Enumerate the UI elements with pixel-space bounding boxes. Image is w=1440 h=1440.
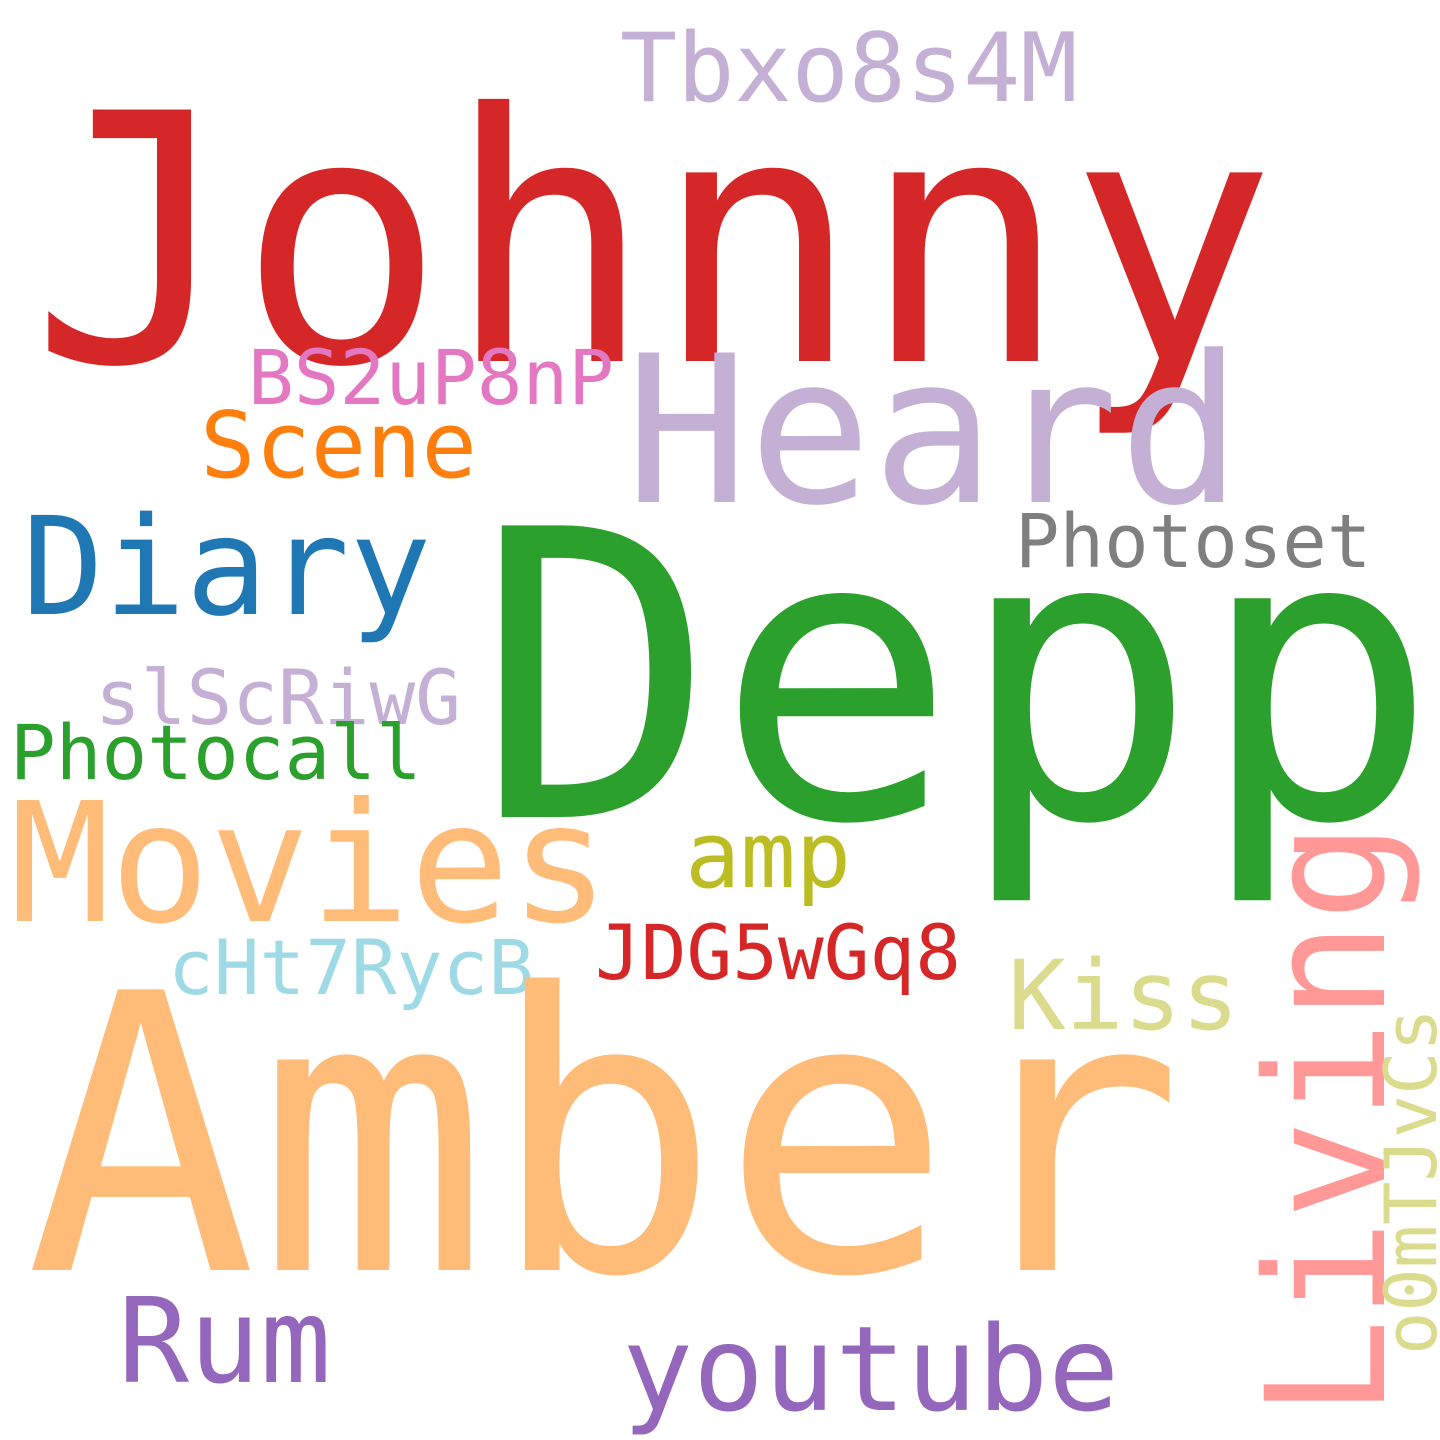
word-movies: Movies <box>10 768 610 961</box>
word-scene: Scene <box>200 392 477 499</box>
word-slscriwg: slScRiwG <box>95 653 462 742</box>
word-tbxo8s4m: Tbxo8s4M <box>620 14 1078 124</box>
word-heard: Heard <box>625 313 1243 551</box>
word-jdg5wgq8: JDG5wGq8 <box>595 908 962 997</box>
word-photocall: Photocall <box>10 708 422 797</box>
word-kiss: Kiss <box>1008 940 1240 1052</box>
word-photoset: Photoset <box>1015 499 1372 585</box>
word-johnny: Johnny <box>30 42 1277 443</box>
word-o0mtjvcs: o0mTJvCs <box>1369 1008 1440 1355</box>
word-rum: Rum <box>118 1272 332 1410</box>
word-diary: Diary <box>22 489 432 647</box>
word-bs2up8np: BS2uP8nP <box>248 333 615 422</box>
word-youtube: youtube <box>622 1300 1120 1438</box>
word-cht7rycb: cHt7RycB <box>168 923 535 1012</box>
word-depp: Depp <box>475 447 1439 912</box>
word-amp: amp <box>685 802 852 909</box>
word-amber: Amber <box>25 913 1184 1361</box>
